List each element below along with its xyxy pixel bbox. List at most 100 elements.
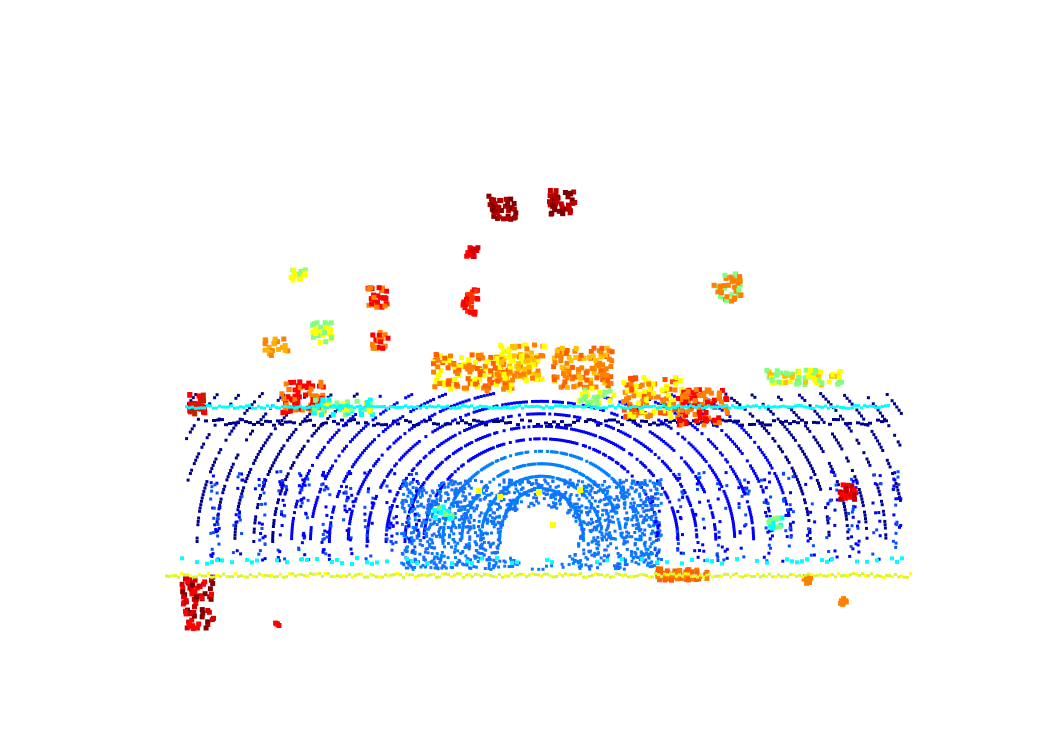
ground-point [409, 410, 413, 413]
ground-point [256, 503, 260, 506]
side-ground-point [324, 552, 328, 556]
side-ground-point [240, 472, 243, 476]
side-ground-point [280, 524, 284, 527]
object-point [475, 245, 481, 251]
object-point [580, 391, 585, 397]
near-ground-point [535, 499, 539, 503]
side-ground-point [239, 552, 243, 556]
near-ground-point [622, 539, 626, 543]
ground-point [686, 497, 690, 501]
near-ground-point [643, 533, 646, 537]
ground-point [484, 465, 488, 469]
barrier-point [362, 406, 365, 410]
object-point [835, 381, 841, 387]
near-ground-point [643, 482, 647, 486]
side-ground-point [389, 539, 393, 543]
object-point [839, 491, 845, 497]
ground-point [657, 456, 661, 460]
ground-point [598, 467, 602, 471]
ground-point [835, 480, 839, 484]
object-point [283, 381, 289, 387]
ground-point [683, 460, 687, 464]
near-ground-point [623, 517, 627, 521]
object-point [639, 382, 645, 388]
near-ground-point [636, 524, 640, 528]
ground-point [572, 428, 576, 432]
ground-point [610, 411, 614, 415]
side-ground-point [742, 555, 746, 559]
object-point [436, 505, 442, 511]
near-ground-point [634, 537, 638, 541]
object-point [692, 412, 698, 417]
near-ground-point [585, 523, 589, 526]
near-ground-point [619, 553, 622, 557]
ground-point [498, 444, 502, 447]
side-ground-point [856, 524, 859, 528]
barrier-point [422, 404, 425, 408]
ground-point [735, 444, 738, 448]
object-point [469, 247, 475, 253]
ground-point [248, 406, 251, 410]
ground-point [779, 485, 783, 489]
near-ground-point [554, 485, 558, 489]
ground-point [392, 403, 396, 407]
ground-point [293, 511, 296, 515]
ground-point [466, 459, 470, 463]
horizon-point [876, 418, 880, 422]
near-ground-point [487, 567, 491, 570]
object-point [686, 577, 692, 583]
object-point [732, 295, 738, 301]
near-ground-point [407, 516, 411, 520]
ground-point [603, 437, 607, 441]
near-ground-point [509, 556, 512, 560]
horizon-point [576, 419, 580, 423]
horizon-point [292, 421, 296, 425]
ground-point [674, 520, 678, 524]
object-point [262, 347, 268, 353]
horizon-point [664, 418, 668, 422]
ground-point [194, 393, 198, 396]
object-point [193, 601, 199, 607]
ground-point [762, 426, 766, 430]
side-ground-point [326, 530, 330, 534]
near-ground-point [453, 516, 457, 520]
near-ground-point [611, 506, 615, 510]
object-point [181, 594, 187, 600]
near-ground-point [460, 485, 464, 489]
object-point [732, 271, 738, 277]
barrier-point [401, 405, 404, 409]
ground-point [317, 453, 321, 457]
side-ground-point [367, 470, 371, 474]
object-point [312, 326, 318, 332]
side-ground-point [895, 523, 899, 527]
near-ground-point [643, 480, 647, 484]
object-point [460, 301, 466, 307]
ground-point [346, 534, 350, 538]
near-ground-point [596, 540, 600, 544]
ground-point [732, 524, 736, 528]
ground-point [686, 464, 690, 468]
object-point [843, 485, 849, 491]
ground-point [470, 441, 474, 444]
near-ground-point [415, 536, 419, 540]
near-ground-point [469, 516, 473, 520]
object-point [309, 393, 315, 399]
near-ground-point [491, 511, 495, 515]
near-ground-point [431, 541, 435, 545]
near-ground-point [528, 481, 532, 484]
ground-point [562, 426, 566, 430]
ground-point [589, 432, 593, 436]
ground-point [252, 527, 256, 531]
object-point [464, 385, 470, 391]
side-ground-point [363, 525, 367, 529]
ground-point [729, 512, 733, 516]
near-ground-point [480, 546, 484, 550]
near-ground-point [496, 507, 500, 511]
ground-point [618, 400, 622, 404]
side-ground-point [787, 476, 791, 480]
near-ground-point [428, 544, 432, 548]
ground-point [723, 492, 727, 496]
object-point [511, 206, 517, 212]
horizon-point [356, 421, 360, 425]
near-ground-point [411, 539, 415, 543]
